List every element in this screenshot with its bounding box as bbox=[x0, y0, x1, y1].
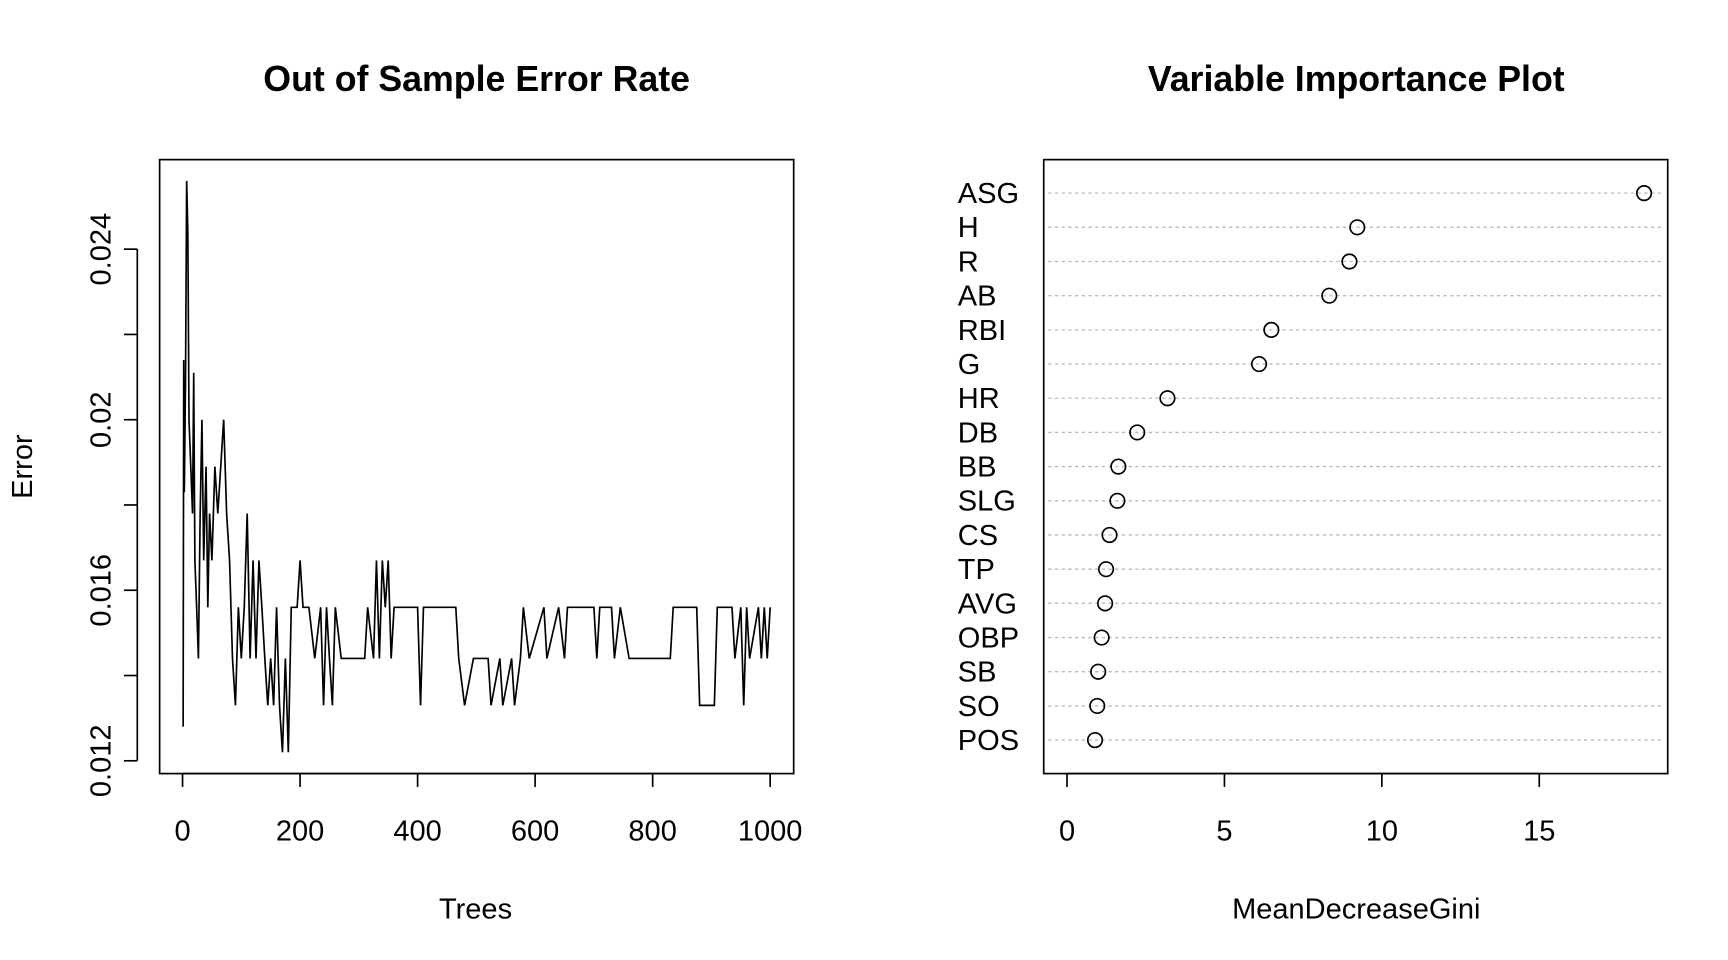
category-label: POS bbox=[958, 725, 1019, 757]
dot bbox=[1101, 526, 1118, 544]
dot bbox=[1321, 287, 1338, 304]
category-label: R bbox=[958, 246, 979, 278]
chart-title: Out of Sample Error Rate bbox=[263, 59, 690, 99]
x-tick-label: 600 bbox=[511, 815, 559, 847]
dot bbox=[1110, 458, 1127, 475]
category-label: SB bbox=[958, 657, 997, 689]
x-tick-label: 0 bbox=[1059, 815, 1075, 847]
x-tick-label: 10 bbox=[1366, 815, 1398, 847]
dot bbox=[1636, 185, 1653, 202]
category-label: OBP bbox=[958, 622, 1019, 654]
category-label: HR bbox=[958, 383, 1000, 415]
x-axis-label: Trees bbox=[439, 894, 512, 926]
category-label: BB bbox=[958, 452, 997, 484]
category-label: G bbox=[958, 349, 981, 381]
x-tick-label: 15 bbox=[1523, 815, 1555, 847]
dot bbox=[1349, 219, 1366, 236]
x-axis-label: MeanDecreaseGini bbox=[1232, 894, 1480, 926]
category-label: SLG bbox=[958, 486, 1016, 518]
category-label: ASG bbox=[958, 178, 1019, 210]
y-tick-label: 0.024 bbox=[85, 213, 117, 286]
chart-title: Variable Importance Plot bbox=[1148, 59, 1565, 99]
x-tick-label: 1000 bbox=[738, 815, 803, 847]
category-label: DB bbox=[958, 417, 998, 449]
category-label: RBI bbox=[958, 315, 1006, 347]
dot bbox=[1159, 390, 1176, 407]
y-tick-label: 0.02 bbox=[85, 391, 117, 447]
x-tick-label: 5 bbox=[1216, 815, 1232, 847]
dot bbox=[1341, 253, 1358, 270]
dot bbox=[1263, 321, 1280, 338]
y-tick-label: 0.016 bbox=[85, 554, 117, 627]
category-label: SO bbox=[958, 691, 1000, 723]
dot bbox=[1086, 732, 1104, 749]
dot bbox=[1097, 561, 1115, 578]
dot bbox=[1093, 629, 1110, 646]
dot bbox=[1089, 697, 1106, 714]
x-tick-label: 800 bbox=[628, 815, 676, 847]
category-label: TP bbox=[958, 554, 995, 586]
dot bbox=[1109, 492, 1126, 509]
category-label: AB bbox=[958, 281, 997, 313]
x-tick-label: 0 bbox=[174, 815, 190, 847]
dot bbox=[1090, 663, 1107, 680]
y-axis-label: Error bbox=[7, 434, 39, 499]
y-tick-label: 0.012 bbox=[85, 724, 117, 797]
x-tick-label: 200 bbox=[276, 815, 324, 847]
category-label: AVG bbox=[958, 588, 1017, 620]
error-line bbox=[182, 180, 772, 753]
dot bbox=[1097, 595, 1114, 612]
category-label: CS bbox=[958, 520, 998, 552]
dot bbox=[1250, 355, 1268, 373]
category-label: H bbox=[958, 212, 979, 244]
x-tick-label: 400 bbox=[393, 815, 441, 847]
dot bbox=[1129, 424, 1146, 441]
